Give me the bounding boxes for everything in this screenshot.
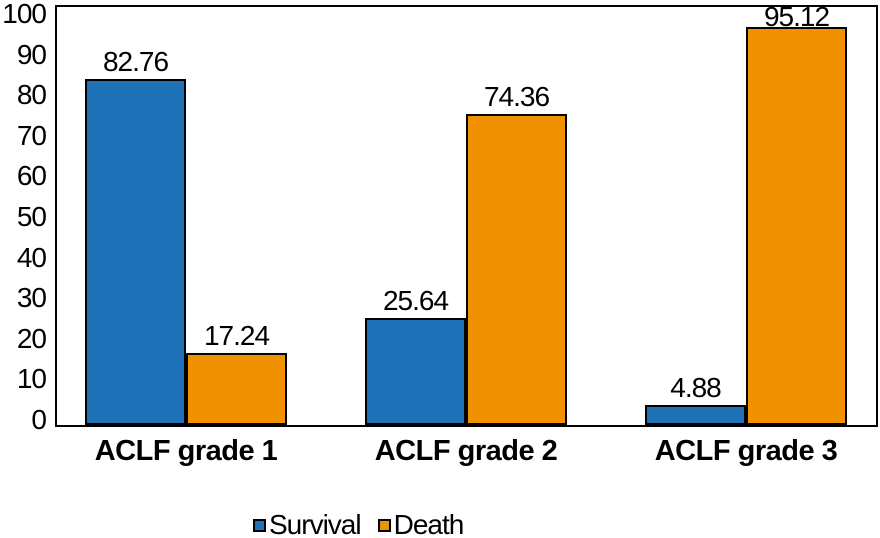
bar-survival-aclf-grade-1 xyxy=(85,79,186,425)
bar-survival-aclf-grade-3 xyxy=(645,405,746,425)
legend-label-survival: Survival xyxy=(269,509,362,538)
y-tick-label-50: 50 xyxy=(16,201,47,232)
legend-swatch-survival-icon xyxy=(253,518,266,532)
y-tick-label-70: 70 xyxy=(16,119,47,151)
bar-death-aclf-grade-1 xyxy=(186,353,287,425)
category-label-aclf-grade-3: ACLF grade 3 xyxy=(654,435,838,467)
y-tick-label-10: 10 xyxy=(16,363,47,395)
value-label-survival-aclf-grade-3: 4.88 xyxy=(670,372,722,403)
value-label-survival-aclf-grade-2: 25.64 xyxy=(382,285,449,316)
legend-item-survival: Survival xyxy=(253,509,362,538)
y-tick-label-60: 60 xyxy=(16,160,47,192)
plot-area: 82.76 17.24 25.64 74.36 4.88 95.12 xyxy=(55,1,878,427)
category-label-aclf-grade-1: ACLF grade 1 xyxy=(94,435,278,467)
value-label-survival-aclf-grade-1: 82.76 xyxy=(102,46,169,77)
value-label-death-aclf-grade-3: 95.12 xyxy=(763,1,830,32)
y-tick-label-90: 90 xyxy=(16,38,47,70)
y-tick-label-80: 80 xyxy=(16,79,47,111)
y-tick-label-100: 100 xyxy=(2,0,47,29)
bar-death-aclf-grade-3 xyxy=(746,27,847,425)
y-tick-label-0: 0 xyxy=(31,404,47,435)
category-label-aclf-grade-2: ACLF grade 2 xyxy=(374,435,558,467)
legend: Survival Death xyxy=(253,509,465,538)
legend-label-death: Death xyxy=(393,509,465,538)
y-tick-label-30: 30 xyxy=(16,282,47,314)
bar-death-aclf-grade-2 xyxy=(466,114,567,425)
value-label-death-aclf-grade-2: 74.36 xyxy=(483,81,550,112)
legend-swatch-death-icon xyxy=(377,518,391,532)
value-label-death-aclf-grade-1: 17.24 xyxy=(203,320,270,351)
y-tick-label-40: 40 xyxy=(16,241,47,273)
y-tick-label-20: 20 xyxy=(16,322,47,354)
bar-survival-aclf-grade-2 xyxy=(365,318,466,425)
legend-item-death: Death xyxy=(377,509,465,538)
